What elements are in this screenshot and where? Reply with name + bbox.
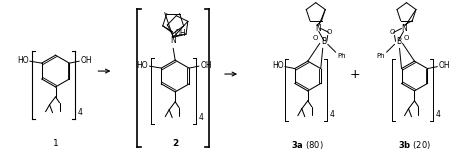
Text: $\mathbf{3b}$ (20): $\mathbf{3b}$ (20)	[398, 139, 431, 151]
Text: HO: HO	[17, 56, 28, 65]
Text: $\mathbf{3a}$ (80): $\mathbf{3a}$ (80)	[291, 139, 324, 151]
Text: O: O	[327, 29, 333, 35]
Text: OH: OH	[175, 29, 186, 38]
Text: 1: 1	[53, 139, 58, 148]
Text: OH: OH	[80, 56, 92, 65]
Text: 2: 2	[172, 139, 178, 148]
Text: O: O	[404, 35, 409, 41]
Text: 4: 4	[78, 108, 83, 117]
Text: O: O	[390, 29, 395, 35]
Text: B: B	[321, 37, 326, 46]
Text: Ph: Ph	[337, 53, 346, 59]
Text: HO: HO	[137, 61, 148, 70]
Text: O: O	[313, 35, 318, 41]
Text: 4: 4	[436, 110, 441, 119]
Text: N: N	[170, 36, 176, 45]
Text: HO: HO	[272, 61, 284, 70]
Text: B: B	[396, 37, 401, 46]
Text: 4: 4	[199, 113, 203, 122]
Text: OH: OH	[438, 61, 450, 70]
Text: OH: OH	[200, 61, 212, 70]
Text: +: +	[350, 68, 360, 80]
Text: Ph: Ph	[376, 53, 385, 59]
Text: N: N	[402, 24, 407, 33]
Text: N: N	[315, 24, 321, 33]
Text: 4: 4	[329, 110, 334, 119]
